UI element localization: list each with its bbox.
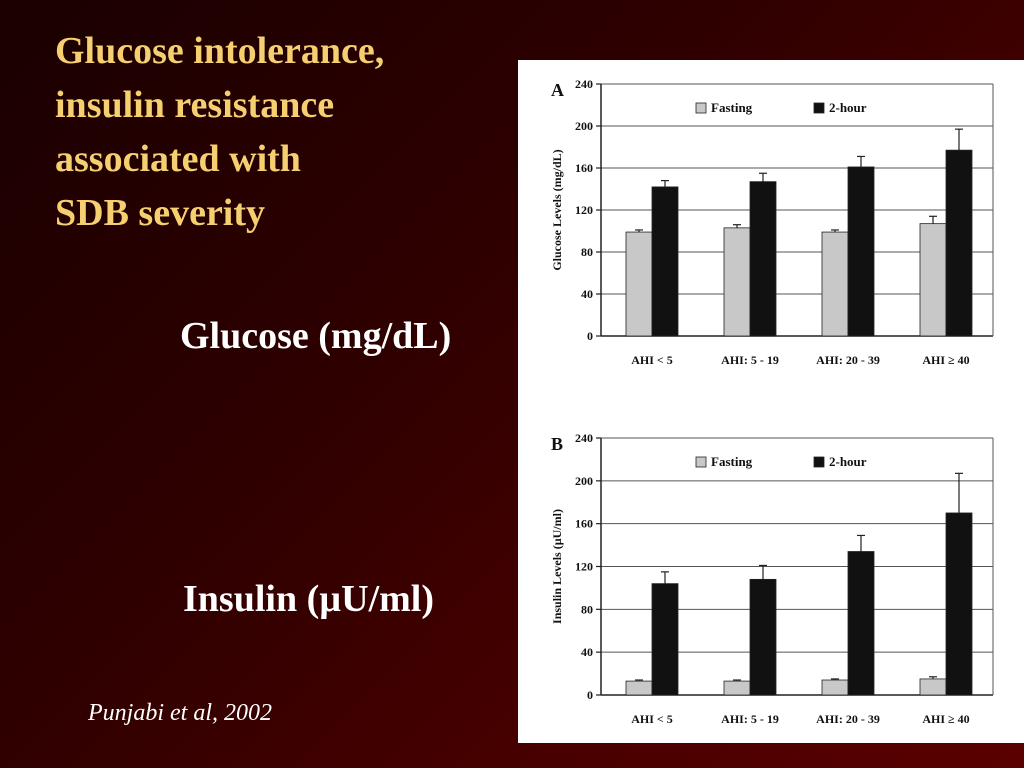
chart-a-legend-swatch-2-hour	[813, 102, 825, 114]
chart-b-bar-2-hour-2	[749, 578, 777, 696]
chart-a-x-tick-label-4: AHI ≥ 40	[922, 353, 969, 367]
chart-a-legend-label-2-hour: 2-hour	[829, 100, 867, 115]
chart-a-bar-fasting-2	[723, 227, 751, 337]
chart-b-y-tick-label: 80	[581, 602, 593, 616]
chart-a-bar-fasting-4	[919, 223, 947, 337]
chart-a-y-tick-label: 40	[581, 287, 593, 301]
insulin-label: Insulin (µU/ml)	[183, 578, 435, 620]
chart-b-x-tick-label-3: AHI: 20 - 39	[816, 712, 880, 726]
slide-title: Glucose intolerance, insulin resistance …	[55, 24, 384, 240]
slide-title-line-2: insulin resistance	[55, 84, 335, 126]
slide-title-line-4: SDB severity	[55, 192, 266, 234]
chart-a-y-tick-label: 80	[581, 245, 593, 259]
chart-b-legend-swatch-2-hour	[813, 456, 825, 468]
chart-a-bar-2-hour-2	[749, 181, 777, 337]
chart-a-y-tick-label: 240	[575, 77, 593, 91]
chart-a-y-tick-label: 120	[575, 203, 593, 217]
chart-b-bar-2-hour-1	[651, 583, 679, 696]
slide-title-line-3: associated with	[55, 138, 301, 180]
chart-b-panel-letter: B	[551, 434, 563, 454]
chart-a-panel-letter: A	[551, 80, 564, 100]
chart-b-y-tick-label: 240	[575, 431, 593, 445]
chart-b-x-tick-label-2: AHI: 5 - 19	[721, 712, 779, 726]
chart-a-bar-2-hour-4	[945, 149, 973, 337]
chart-b-bar-2-hour-4	[945, 512, 973, 696]
chart-b-bar-fasting-1	[625, 680, 653, 696]
chart-b-x-tick-label-4: AHI ≥ 40	[922, 712, 969, 726]
chart-b-bar-fasting-4	[919, 678, 947, 696]
chart-b-y-tick-label: 160	[575, 517, 593, 531]
chart-a-bar-2-hour-3	[847, 166, 875, 337]
glucose-label: Glucose (mg/dL)	[180, 315, 452, 357]
chart-a-y-tick-label: 0	[587, 329, 593, 343]
chart-a-legend-swatch-fasting	[695, 102, 707, 114]
chart-b-legend-label-2-hour: 2-hour	[829, 454, 867, 469]
slide-title-line-1: Glucose intolerance,	[55, 30, 385, 72]
chart-a-bar-2-hour-1	[651, 186, 679, 337]
figure-panel: A 0 40 80 120 160 200 240 Glucose Levels (mg/dL)…	[518, 60, 1024, 743]
chart-a-x-tick-label-1: AHI < 5	[631, 353, 673, 367]
chart-b-bar-fasting-3	[821, 679, 849, 696]
chart-b-legend-swatch-fasting	[695, 456, 707, 468]
chart-b-y-tick-label: 120	[575, 560, 593, 574]
chart-b-x-tick-label-1: AHI < 5	[631, 712, 673, 726]
chart-a-x-tick-label-2: AHI: 5 - 19	[721, 353, 779, 367]
chart-b-y-tick-label: 0	[587, 688, 593, 702]
chart-a-y-tick-label: 200	[575, 119, 593, 133]
chart-b-y-axis-label: Insulin Levels (µU/ml)	[550, 509, 564, 624]
chart-a-x-tick-label-3: AHI: 20 - 39	[816, 353, 880, 367]
chart-b-y-tick-label: 40	[581, 645, 593, 659]
chart-a-bar-fasting-1	[625, 231, 653, 337]
chart-a-legend-label-fasting: Fasting	[711, 100, 753, 115]
chart-b-bar-fasting-2	[723, 680, 751, 696]
chart-a-y-tick-label: 160	[575, 161, 593, 175]
bar-charts-figure: A 0 40 80 120 160 200 240 Glucose Levels (mg/dL)…	[550, 77, 994, 726]
chart-a-y-axis-label: Glucose Levels (mg/dL)	[550, 149, 564, 270]
chart-b-legend-label-fasting: Fasting	[711, 454, 753, 469]
chart-b-bar-2-hour-3	[847, 551, 875, 696]
chart-a-bar-fasting-3	[821, 231, 849, 337]
citation: Punjabi et al, 2002	[88, 700, 272, 726]
chart-b-y-tick-label: 200	[575, 474, 593, 488]
